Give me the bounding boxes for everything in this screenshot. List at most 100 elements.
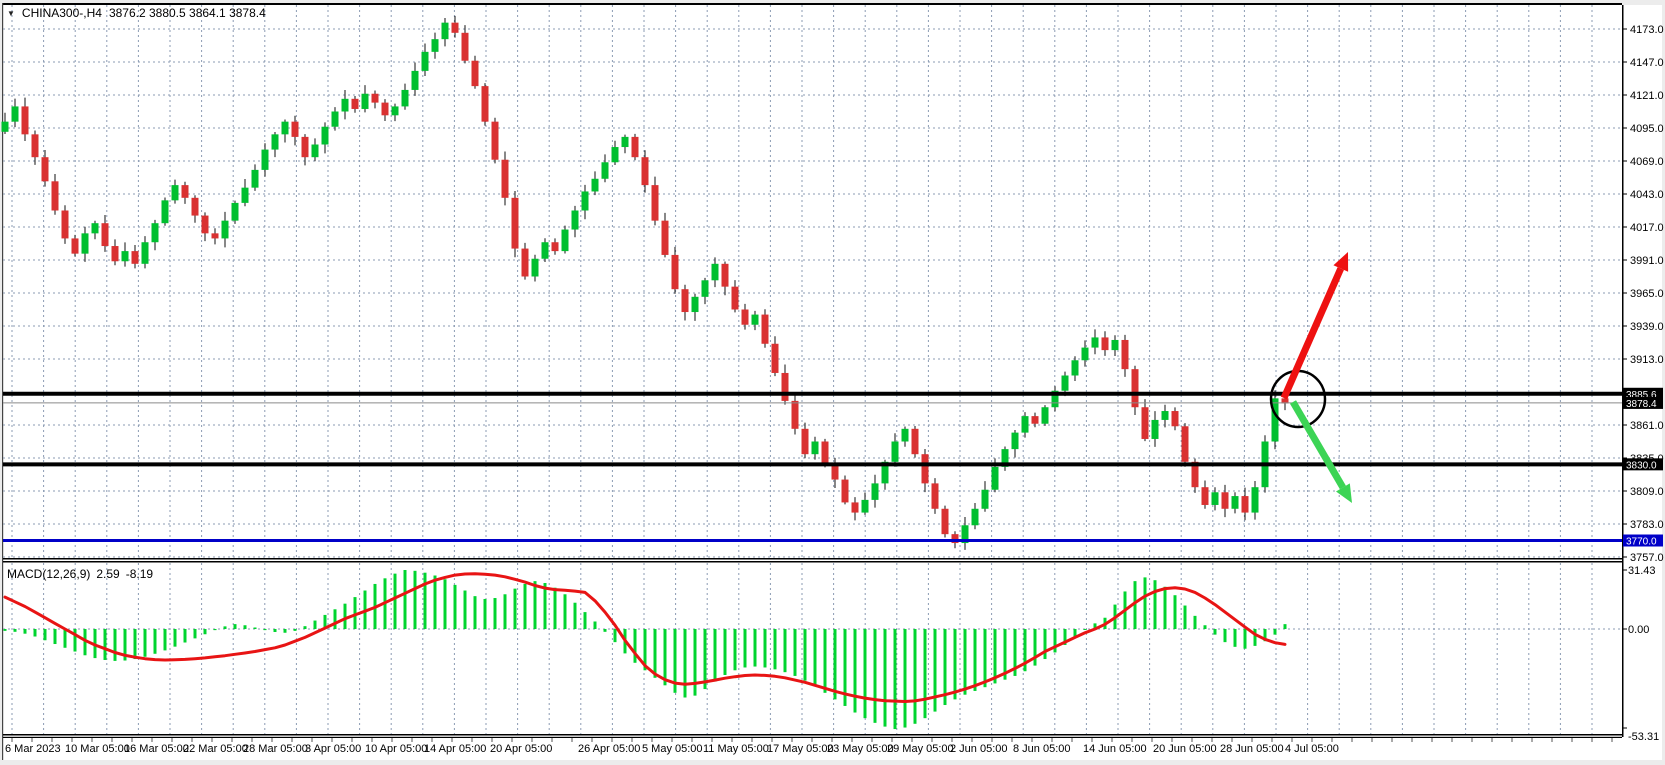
macd-histogram-bar — [573, 602, 577, 629]
macd-histogram-bar — [543, 583, 547, 629]
macd-histogram-bar — [353, 597, 357, 629]
macd-histogram-bar — [13, 629, 17, 632]
macd-histogram-bar — [903, 629, 907, 728]
bearish-candle — [1171, 411, 1179, 427]
macd-histogram-bar — [1273, 629, 1277, 635]
bearish-candle — [631, 136, 639, 158]
time-tick-label: 20 Jun 05:00 — [1153, 743, 1217, 755]
macd-histogram-bar — [53, 629, 57, 645]
time-tick-label: 22 Mar 05:00 — [183, 743, 248, 755]
macd-histogram-bar — [513, 588, 517, 629]
bearish-candle — [671, 254, 679, 290]
price-tick-label: 4043.0 — [1630, 189, 1664, 201]
bullish-candle — [161, 200, 169, 224]
bullish-candle — [701, 280, 709, 297]
bearish-candle — [111, 246, 119, 262]
indicator-label: MACD(12,26,9) 2.59 -8.19 — [7, 567, 153, 581]
price-tick-label: 3861.0 — [1630, 420, 1664, 432]
macd-histogram-bar — [1253, 629, 1257, 646]
bullish-candle — [621, 136, 629, 148]
macd-histogram-bar — [743, 629, 747, 668]
bearish-candle — [951, 534, 959, 544]
pane-separator[interactable] — [3, 558, 1622, 560]
time-tick-label: 2 Jun 05:00 — [950, 743, 1008, 755]
macd-histogram-bar — [563, 594, 567, 629]
macd-histogram-bar — [823, 629, 827, 693]
macd-axis[interactable]: 31.43 0.00 -53.31 — [1622, 565, 1659, 743]
time-tick-label: 6 Mar 2023 — [5, 743, 61, 755]
macd-histogram-bar — [323, 614, 327, 629]
bearish-candle — [471, 60, 479, 87]
bullish-candle — [261, 149, 269, 170]
macd-histogram-bar — [1083, 629, 1087, 630]
bearish-arrow[interactable] — [1289, 400, 1352, 503]
bearish-candle — [521, 248, 529, 277]
macd-histogram-bar — [523, 583, 527, 629]
bearish-arrow-shaft — [1289, 400, 1346, 490]
macd-histogram-bar — [873, 629, 877, 723]
bearish-candle — [1141, 407, 1149, 439]
bullish-candle — [1021, 416, 1029, 433]
macd-histogram-bar — [303, 626, 307, 629]
price-tick-label: 4173.0 — [1630, 24, 1664, 36]
macd-histogram-bar — [203, 629, 207, 635]
time-tick-label: 28 Mar 05:00 — [243, 743, 308, 755]
bullish-arrow[interactable] — [1280, 252, 1349, 400]
macd-histogram-bar — [713, 629, 717, 682]
bullish-candle — [311, 144, 319, 158]
macd-histogram-bar — [593, 621, 597, 629]
bullish-candle — [251, 169, 259, 188]
macd-indicator — [3, 570, 1287, 730]
time-tick-label: 10 Mar 05:00 — [65, 743, 130, 755]
macd-histogram-bar — [1223, 629, 1227, 643]
bearish-candle — [31, 134, 39, 158]
macd-histogram-bar — [923, 629, 927, 719]
price-axis-border — [1622, 5, 1624, 737]
time-tick-label: 17 May 05:00 — [767, 743, 834, 755]
macd-histogram-bar — [1243, 629, 1247, 649]
support-line-price-box — [1623, 458, 1663, 471]
macd-histogram-bar — [783, 629, 787, 673]
macd-histogram-bar — [483, 598, 487, 629]
macd-histogram-bar — [773, 629, 777, 670]
resistance-line-price-label: 3885.6 — [1626, 390, 1657, 401]
macd-histogram-bar — [1003, 629, 1007, 680]
bullish-candle — [401, 89, 409, 107]
time-tick-label: 3 Apr 05:00 — [305, 743, 361, 755]
macd-histogram-bar — [153, 629, 157, 654]
macd-histogram-bar — [43, 629, 47, 641]
symbol-period-label: CHINA300-,H4 — [21, 6, 102, 20]
bearish-candle — [1131, 369, 1139, 408]
bullish-candle — [1231, 496, 1239, 509]
bullish-candle — [541, 242, 549, 259]
resistance-line-price-box — [1623, 387, 1663, 400]
bearish-candle — [61, 210, 69, 239]
macd-histogram-bar — [533, 581, 537, 629]
price-tick-label: 3965.0 — [1630, 288, 1664, 300]
bullish-candle — [861, 499, 869, 513]
macd-histogram-bar — [883, 629, 887, 727]
macd-histogram-bar — [193, 629, 197, 639]
bullish-candle — [871, 483, 879, 500]
macd-histogram-bar — [993, 629, 997, 684]
macd-histogram-bar — [853, 629, 857, 713]
price-axis[interactable]: 4173.0 4147.0 4121.0 4095.0 4069.0 4043.0 4017… — [1622, 24, 1664, 564]
macd-histogram-bar — [953, 629, 957, 700]
expand-arrow-icon[interactable]: ▼ — [7, 9, 15, 18]
bullish-candle — [891, 441, 899, 462]
pane-separator[interactable] — [3, 561, 1622, 563]
macd-histogram-bar — [683, 629, 687, 698]
top-border — [2, 3, 1622, 5]
macd-histogram-bar — [693, 629, 697, 696]
macd-histogram-bar — [1033, 629, 1037, 666]
bearish-candle — [1031, 416, 1039, 424]
macd-histogram-bar — [1193, 615, 1197, 629]
macd-histogram-bar — [83, 629, 87, 656]
indicator-name: MACD(12,26,9) — [7, 567, 91, 581]
macd-histogram-bar — [433, 575, 437, 629]
time-tick-label: 4 Jul 05:00 — [1285, 743, 1339, 755]
bullish-candle — [691, 296, 699, 313]
bearish-candle — [1281, 398, 1289, 404]
